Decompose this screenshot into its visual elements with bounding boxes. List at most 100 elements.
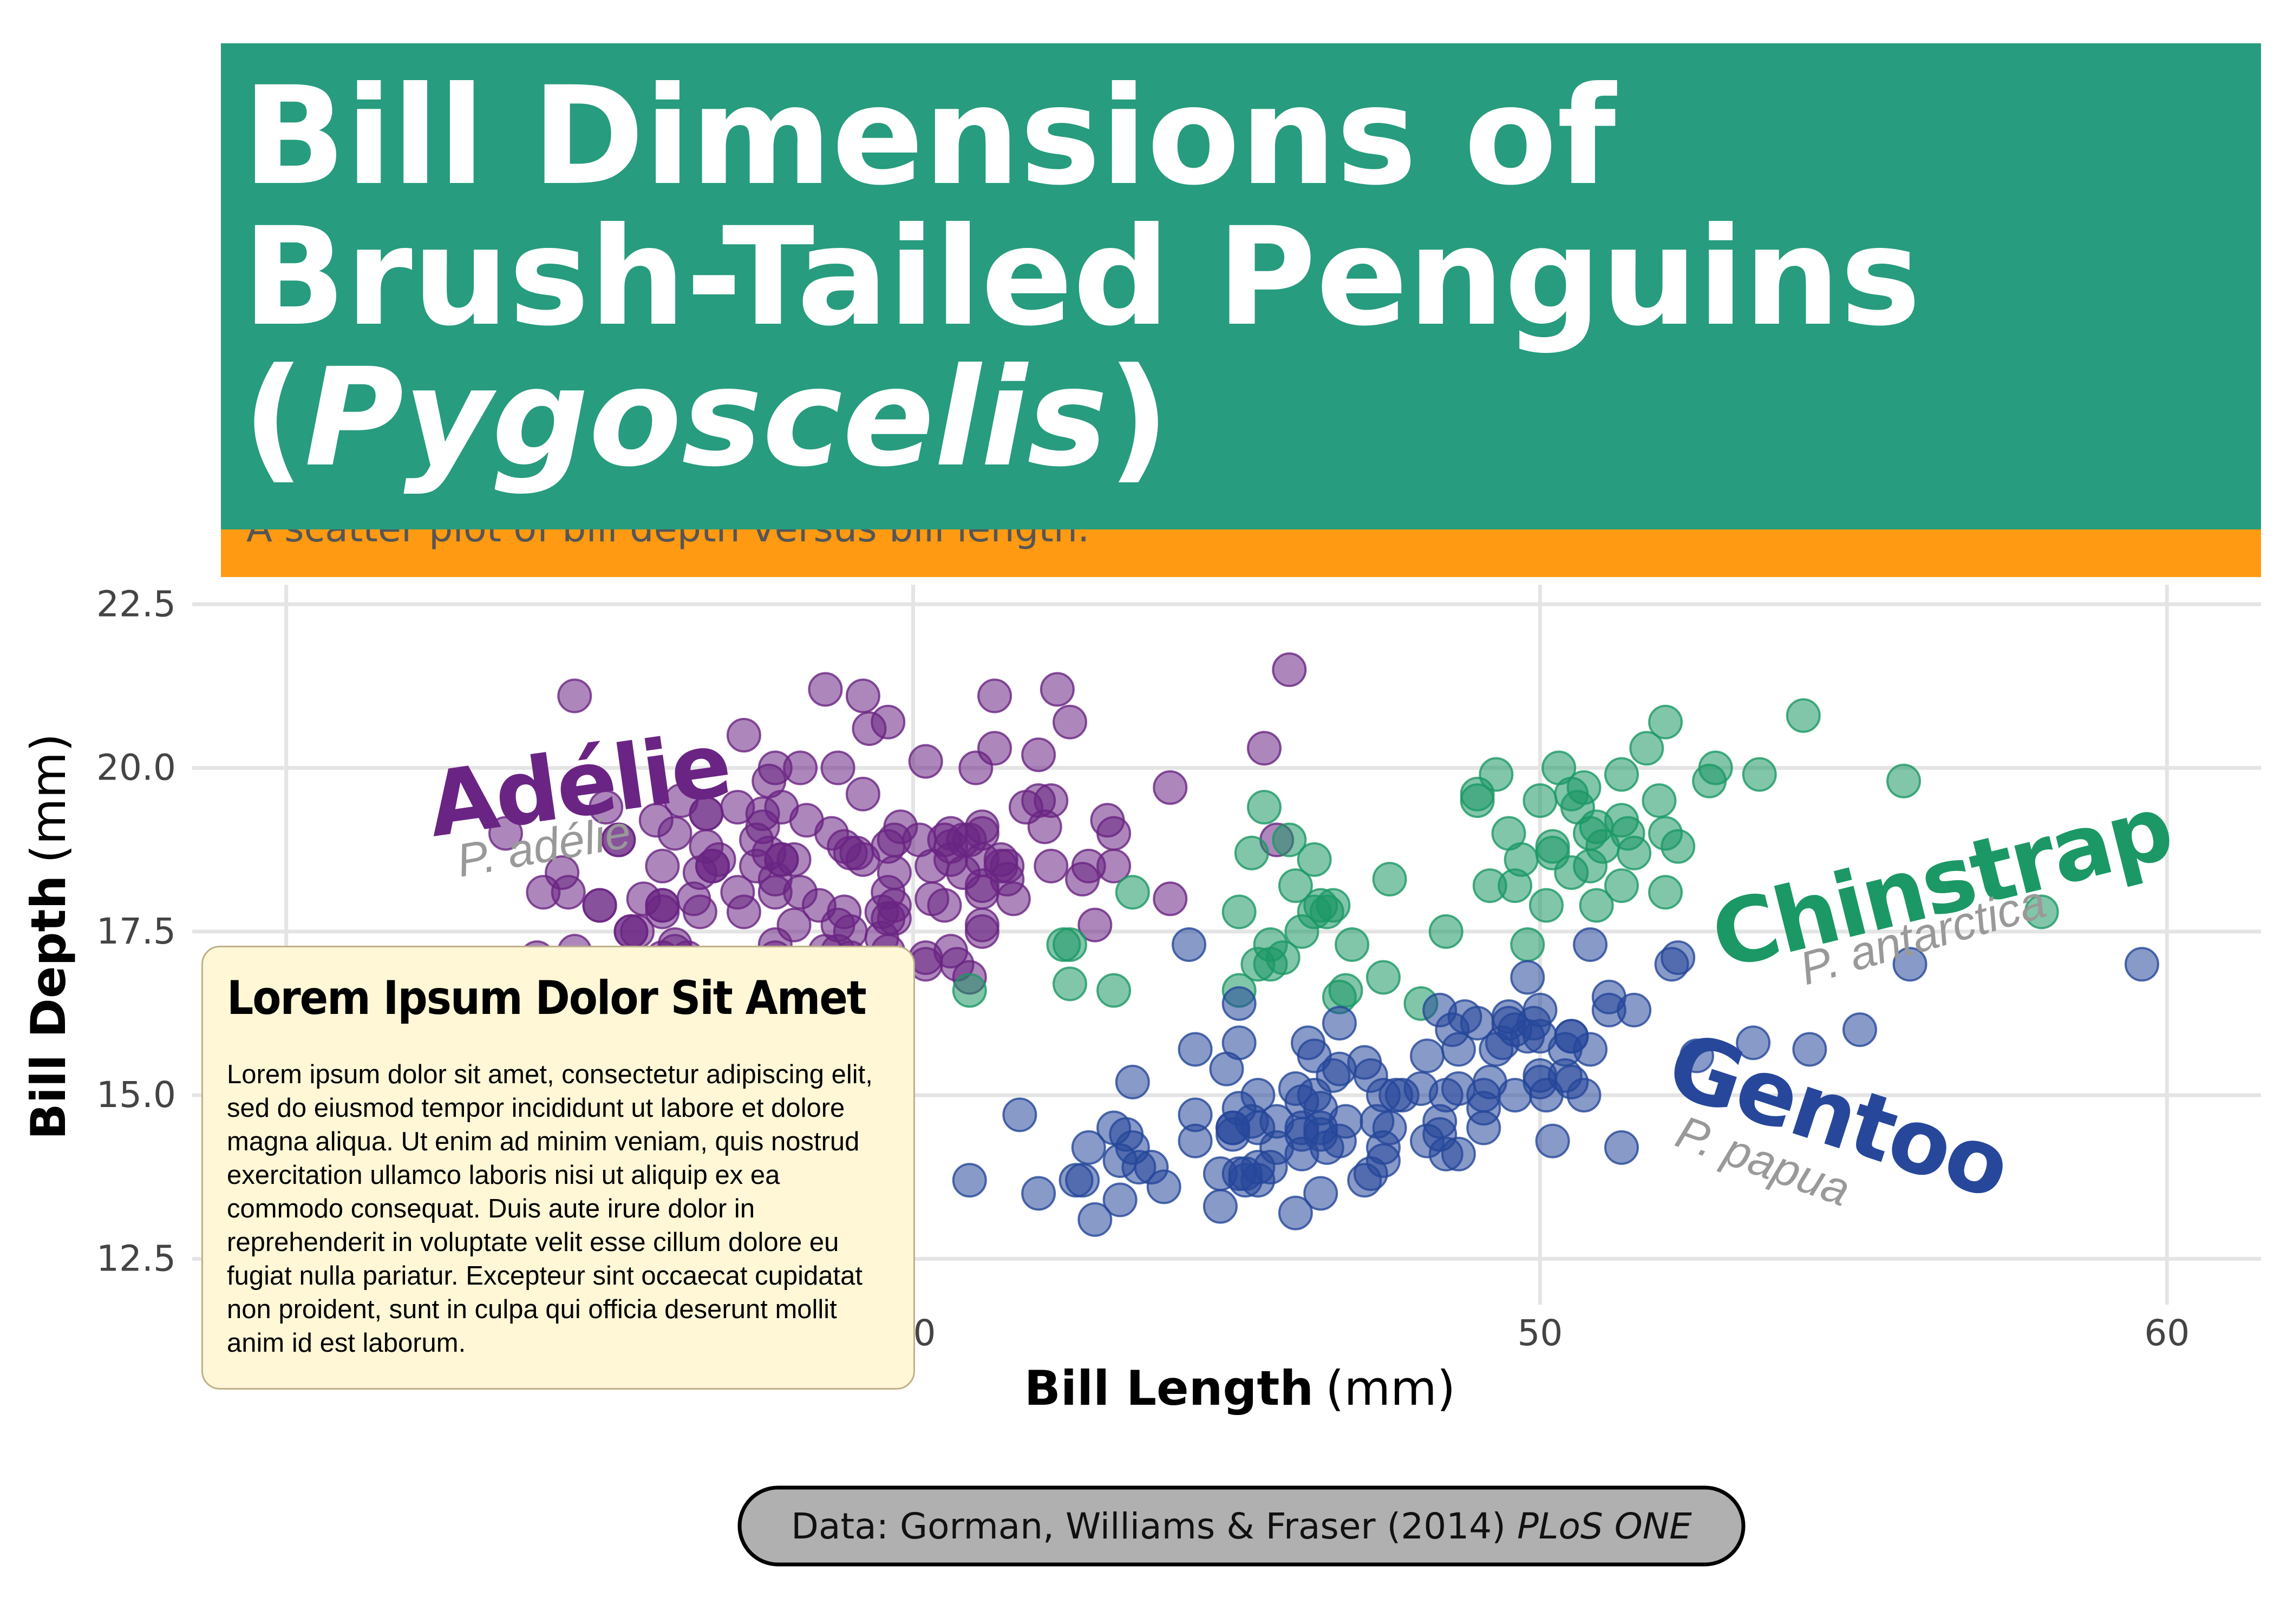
point-chinstrap: [1786, 698, 1821, 733]
point-chinstrap: [1648, 875, 1683, 910]
label-chinstrap: Chinstrap: [1702, 775, 2181, 989]
x-axis-title-unit: (mm): [1325, 1360, 1455, 1416]
point-chinstrap: [1510, 927, 1545, 962]
point-adelie: [927, 888, 962, 923]
point-gentoo: [1065, 1163, 1100, 1198]
point-adelie: [664, 783, 699, 818]
point-gentoo: [1077, 1202, 1113, 1237]
point-chinstrap: [1642, 783, 1677, 818]
caption-journal: PLoS ONE: [1517, 1505, 1692, 1547]
point-gentoo: [1322, 1006, 1357, 1041]
point-chinstrap: [1115, 875, 1150, 910]
point-chinstrap: [1297, 842, 1332, 877]
point-gentoo: [1410, 1038, 1445, 1073]
point-chinstrap: [1742, 757, 1777, 792]
point-chinstrap: [1529, 888, 1564, 923]
point-chinstrap: [1053, 927, 1088, 962]
point-chinstrap: [1610, 816, 1645, 851]
point-adelie: [752, 763, 787, 798]
title-paren-open: (: [243, 339, 304, 496]
point-adelie: [845, 776, 880, 811]
point-chinstrap: [2024, 894, 2059, 929]
point-adelie: [757, 875, 793, 910]
point-gentoo: [1322, 1123, 1357, 1158]
point-chinstrap: [1221, 894, 1257, 929]
point-gentoo: [1498, 1078, 1533, 1113]
y-axis-title: Bill Depth (mm): [21, 734, 76, 1140]
point-gentoo: [1466, 1110, 1501, 1145]
title-line-3: (Pygoscelis): [243, 339, 1169, 496]
point-chinstrap: [1428, 914, 1463, 949]
point-gentoo: [1102, 1182, 1138, 1217]
point-adelie: [877, 822, 912, 857]
point-gentoo: [1178, 1032, 1213, 1067]
caption-pill: [737, 1485, 1746, 1567]
point-gentoo: [1516, 1006, 1551, 1041]
point-chinstrap: [1629, 731, 1664, 766]
y-axis-title-bold: Bill Depth: [21, 875, 76, 1140]
point-gentoo: [1347, 1163, 1382, 1198]
point-chinstrap: [1253, 947, 1288, 982]
point-gentoo: [1115, 1064, 1150, 1099]
point-chinstrap: [1234, 835, 1269, 870]
point-adelie: [820, 750, 855, 785]
point-adelie: [551, 875, 586, 910]
point-adelie: [720, 790, 755, 825]
point-chinstrap: [1661, 829, 1696, 864]
point-chinstrap: [1096, 973, 1132, 1008]
point-adelie: [1040, 672, 1075, 707]
point-chinstrap: [1522, 783, 1558, 818]
y-tick-labels: 12.5 15.0 17.5 20.0 22.5: [96, 583, 176, 1279]
point-gentoo: [1284, 1136, 1319, 1171]
point-gentoo: [1365, 1078, 1401, 1113]
point-gentoo: [2125, 947, 2160, 982]
point-adelie: [845, 678, 880, 713]
grid-lines: [192, 585, 2261, 1305]
point-gentoo: [1547, 1032, 1583, 1067]
point-chinstrap: [1479, 757, 1514, 792]
point-chinstrap: [1573, 848, 1608, 883]
point-adelie: [1034, 848, 1069, 883]
point-adelie: [726, 718, 761, 753]
point-adelie: [789, 803, 824, 838]
point-gentoo: [1403, 1071, 1439, 1106]
point-gentoo: [1221, 986, 1257, 1021]
point-gentoo: [1661, 940, 1696, 975]
title-paren-close: ): [1108, 339, 1169, 496]
point-adelie: [589, 790, 624, 825]
point-gentoo: [952, 1163, 987, 1198]
point-gentoo: [1842, 1012, 1877, 1047]
point-adelie: [908, 744, 943, 779]
point-adelie: [1021, 737, 1056, 772]
point-adelie: [783, 750, 818, 785]
point-adelie: [801, 888, 837, 923]
point-adelie: [601, 822, 636, 857]
point-chinstrap: [1272, 822, 1307, 857]
point-adelie: [1053, 704, 1088, 739]
point-adelie: [845, 842, 880, 877]
title-band: [221, 43, 2261, 529]
point-gentoo: [1617, 992, 1652, 1027]
point-gentoo: [1102, 1143, 1138, 1178]
point-chinstrap: [1335, 927, 1370, 962]
point-chinstrap: [952, 973, 987, 1008]
point-chinstrap: [1372, 862, 1407, 897]
point-adelie: [1153, 770, 1188, 805]
point-adelie: [977, 678, 1012, 713]
point-chinstrap: [1498, 868, 1533, 903]
point-adelie: [1153, 881, 1188, 916]
point-chinstrap: [1278, 868, 1313, 903]
point-adelie: [1090, 803, 1125, 838]
point-adelie: [1077, 907, 1113, 942]
x-tick-label: 50: [1517, 1312, 1563, 1354]
y-tick-label: 17.5: [96, 911, 176, 952]
series-gentoo: [952, 927, 2160, 1237]
point-gentoo: [1221, 1091, 1257, 1126]
point-adelie: [582, 888, 617, 923]
title-line-2: Brush-Tailed Penguins: [243, 198, 1921, 356]
y-axis-title-unit: (mm): [21, 734, 76, 863]
point-gentoo: [1604, 1130, 1639, 1165]
point-chinstrap: [1365, 960, 1401, 995]
point-gentoo: [1679, 1038, 1714, 1073]
